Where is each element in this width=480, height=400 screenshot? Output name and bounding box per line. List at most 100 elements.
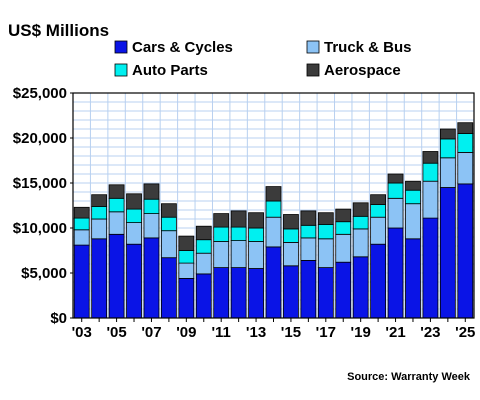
bar-segment <box>422 217 439 319</box>
bar-segment <box>160 257 177 319</box>
bar-segment <box>160 230 177 259</box>
bar-segment <box>91 218 108 240</box>
bar-segment <box>178 235 195 251</box>
y-tick-label: $20,000 <box>13 130 67 147</box>
bar-segment <box>248 241 264 269</box>
bar-segment <box>73 206 90 219</box>
bar-segment <box>422 180 439 219</box>
bar-segment <box>387 227 404 319</box>
bar-segment <box>439 128 456 140</box>
bar-segment <box>335 208 352 223</box>
bar-segment <box>370 204 387 218</box>
bar-segment <box>178 262 195 279</box>
bar-segment <box>265 186 282 202</box>
bar-segment <box>422 162 439 182</box>
bar-segment <box>91 205 108 220</box>
bar-segment <box>230 210 247 228</box>
x-tick-label: '17 <box>316 324 336 341</box>
bar-segment <box>178 250 195 264</box>
bar-segment <box>73 244 90 319</box>
bar-segment <box>213 226 230 242</box>
legend: Cars & Cycles Truck & Bus Auto Parts Aerosp… <box>114 39 412 79</box>
bar-segment <box>230 267 247 319</box>
bar-segment <box>178 277 195 319</box>
bar-segment <box>335 221 352 235</box>
bar-segment <box>405 203 421 240</box>
bar-segment <box>283 228 299 243</box>
bar-segment <box>439 157 456 188</box>
x-tick-label: '15 <box>281 324 301 341</box>
legend-label: Aerospace <box>324 62 401 79</box>
x-tick-label: '09 <box>176 324 196 341</box>
legend-label: Auto Parts <box>132 62 208 79</box>
bar-segment <box>195 239 212 254</box>
bar-segment <box>108 211 125 235</box>
x-axis: '03 '05 '07 '09 '11 '13 '15 '17 '19 '21 '23 '25 <box>72 318 475 341</box>
bar-segment <box>300 224 317 239</box>
legend-swatch <box>306 63 320 77</box>
y-axis: $0 $5,000 $10,000 $15,000 $20,000 $25,000 <box>13 85 73 327</box>
bar-segment <box>457 151 474 185</box>
bar-segment <box>335 233 352 263</box>
x-tick-label: '19 <box>351 324 371 341</box>
bar-segment <box>317 212 334 225</box>
bar-segment <box>160 203 177 218</box>
y-tick-label: $15,000 <box>13 175 67 192</box>
x-tick-label: '11 <box>211 324 230 341</box>
bar-segment <box>143 213 160 239</box>
bars <box>73 122 474 319</box>
bar-segment <box>108 233 125 319</box>
bar-segment <box>317 267 334 319</box>
bar-segment <box>283 265 299 319</box>
bar-segment <box>300 237 317 261</box>
x-tick-label: '07 <box>141 324 161 341</box>
bar-segment <box>108 184 125 199</box>
bar-segment <box>73 229 90 246</box>
bar-segment <box>457 133 474 153</box>
bar-segment <box>213 267 230 319</box>
bar-segment <box>352 228 369 258</box>
bar-segment <box>143 237 160 319</box>
bar-segment <box>126 222 142 245</box>
bar-segment <box>439 187 456 319</box>
x-tick-label: '25 <box>455 324 475 341</box>
bar-segment <box>126 243 142 319</box>
bar-segment <box>370 243 387 319</box>
bar-segment <box>352 215 369 230</box>
legend-swatch <box>114 40 128 54</box>
source-note: Source: Warranty Week <box>347 371 471 383</box>
bar-segment <box>126 208 142 224</box>
bar-segment <box>405 238 421 319</box>
bar-segment <box>457 183 474 319</box>
bar-segment <box>370 194 387 205</box>
legend-swatch <box>114 63 128 77</box>
legend-label: Truck & Bus <box>324 39 412 56</box>
bar-segment <box>195 225 212 241</box>
bar-segment <box>91 194 108 207</box>
bar-segment <box>91 238 108 319</box>
bar-segment <box>387 197 404 229</box>
bar-segment <box>439 138 456 159</box>
bar-segment <box>248 212 264 229</box>
bar-segment <box>230 226 247 242</box>
bar-segment <box>195 273 212 319</box>
bar-segment <box>387 173 404 184</box>
bar-segment <box>283 241 299 267</box>
bar-segment <box>265 200 282 218</box>
bar-segment <box>108 197 125 213</box>
x-tick-label: '13 <box>246 324 266 341</box>
bar-segment <box>300 259 317 319</box>
bar-segment <box>143 183 160 200</box>
bar-segment <box>405 180 421 191</box>
bar-segment <box>352 202 369 217</box>
bar-segment <box>213 213 230 228</box>
bar-segment <box>265 216 282 248</box>
bar-segment <box>387 182 404 199</box>
legend-swatch <box>306 40 320 54</box>
bar-segment <box>283 214 299 230</box>
bar-segment <box>73 217 90 231</box>
y-tick-label: $5,000 <box>21 265 67 282</box>
bar-segment <box>457 122 474 134</box>
bar-segment <box>317 223 334 240</box>
bar-segment <box>213 241 230 269</box>
